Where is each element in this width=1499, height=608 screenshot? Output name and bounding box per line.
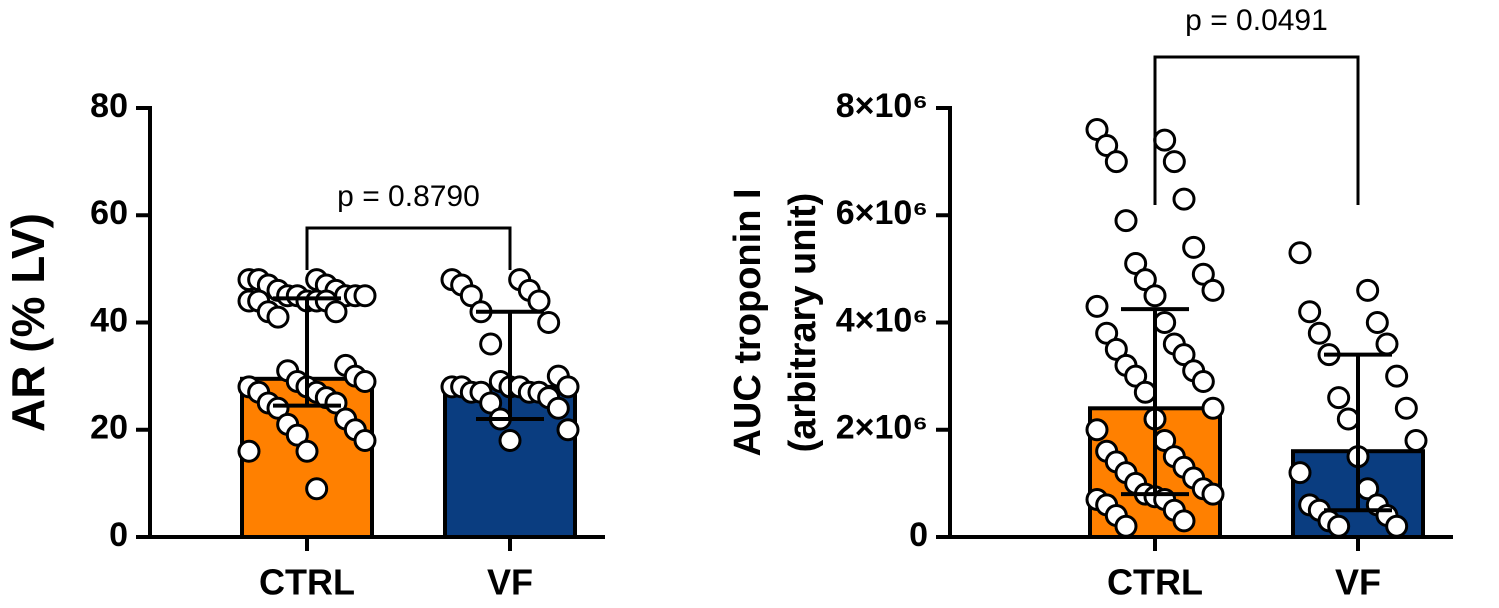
- y-tick-label: 20: [90, 409, 128, 447]
- data-point: [1375, 332, 1399, 356]
- data-point: [1143, 284, 1167, 308]
- data-point: [1327, 514, 1351, 538]
- data-point: [527, 289, 551, 313]
- data-point: [1172, 187, 1196, 211]
- data-point: [1288, 241, 1312, 265]
- data-point: [1394, 396, 1418, 420]
- y-tick-label: 2×10⁶: [836, 409, 928, 447]
- significance-bracket: [1153, 55, 1360, 205]
- data-point: [1191, 369, 1215, 393]
- x-tick-label: VF: [1335, 562, 1381, 603]
- data-point: [1307, 321, 1331, 345]
- data-point: [1327, 386, 1351, 410]
- x-tick-label: CTRL: [1107, 562, 1203, 603]
- x-tick-label: CTRL: [259, 562, 355, 603]
- y-tick-label: 0: [909, 516, 928, 554]
- y-axis-label: AUC troponin I: [727, 188, 769, 456]
- data-point: [1385, 364, 1409, 388]
- data-point: [1298, 300, 1322, 324]
- data-point: [1182, 235, 1206, 259]
- data-point: [324, 300, 348, 324]
- data-point: [1201, 396, 1225, 420]
- data-point: [1085, 418, 1109, 442]
- data-point: [1404, 428, 1428, 452]
- y-tick-label: 4×10⁶: [836, 301, 928, 339]
- data-point: [479, 332, 503, 356]
- data-point: [1085, 294, 1109, 318]
- y-axis-label: (arbitrary unit): [782, 193, 824, 453]
- data-point: [1356, 278, 1380, 302]
- p-value: p = 0.8790: [337, 180, 480, 213]
- data-point: [1162, 150, 1186, 174]
- data-point: [353, 428, 377, 452]
- data-point: [1133, 380, 1157, 404]
- data-point: [1104, 150, 1128, 174]
- data-point: [1172, 509, 1196, 533]
- data-point: [305, 477, 329, 501]
- data-point: [498, 428, 522, 452]
- data-point: [353, 284, 377, 308]
- significance-bracket: [305, 226, 512, 270]
- data-point: [295, 439, 319, 463]
- data-point: [556, 418, 580, 442]
- data-point: [546, 396, 570, 420]
- data-point: [266, 305, 290, 329]
- p-value: p = 0.0491: [1185, 4, 1328, 37]
- y-axis-label: AR (% LV): [2, 213, 54, 432]
- y-tick-label: 40: [90, 301, 128, 339]
- data-point: [1288, 461, 1312, 485]
- y-tick-label: 0: [109, 516, 128, 554]
- data-point: [1114, 514, 1138, 538]
- y-tick-label: 60: [90, 194, 128, 232]
- data-point: [1153, 128, 1177, 152]
- data-point: [1365, 311, 1389, 334]
- data-point: [1336, 407, 1360, 431]
- data-point: [1201, 278, 1225, 302]
- data-point: [1201, 482, 1225, 506]
- data-point: [556, 375, 580, 399]
- data-point: [1153, 311, 1177, 334]
- y-tick-label: 8×10⁶: [836, 87, 928, 125]
- data-point: [537, 311, 561, 334]
- data-point: [353, 369, 377, 393]
- x-tick-label: VF: [487, 562, 533, 603]
- data-point: [237, 439, 261, 463]
- data-point: [1114, 209, 1138, 233]
- y-tick-label: 80: [90, 87, 128, 125]
- data-point: [1385, 514, 1409, 538]
- y-tick-label: 6×10⁶: [836, 194, 928, 232]
